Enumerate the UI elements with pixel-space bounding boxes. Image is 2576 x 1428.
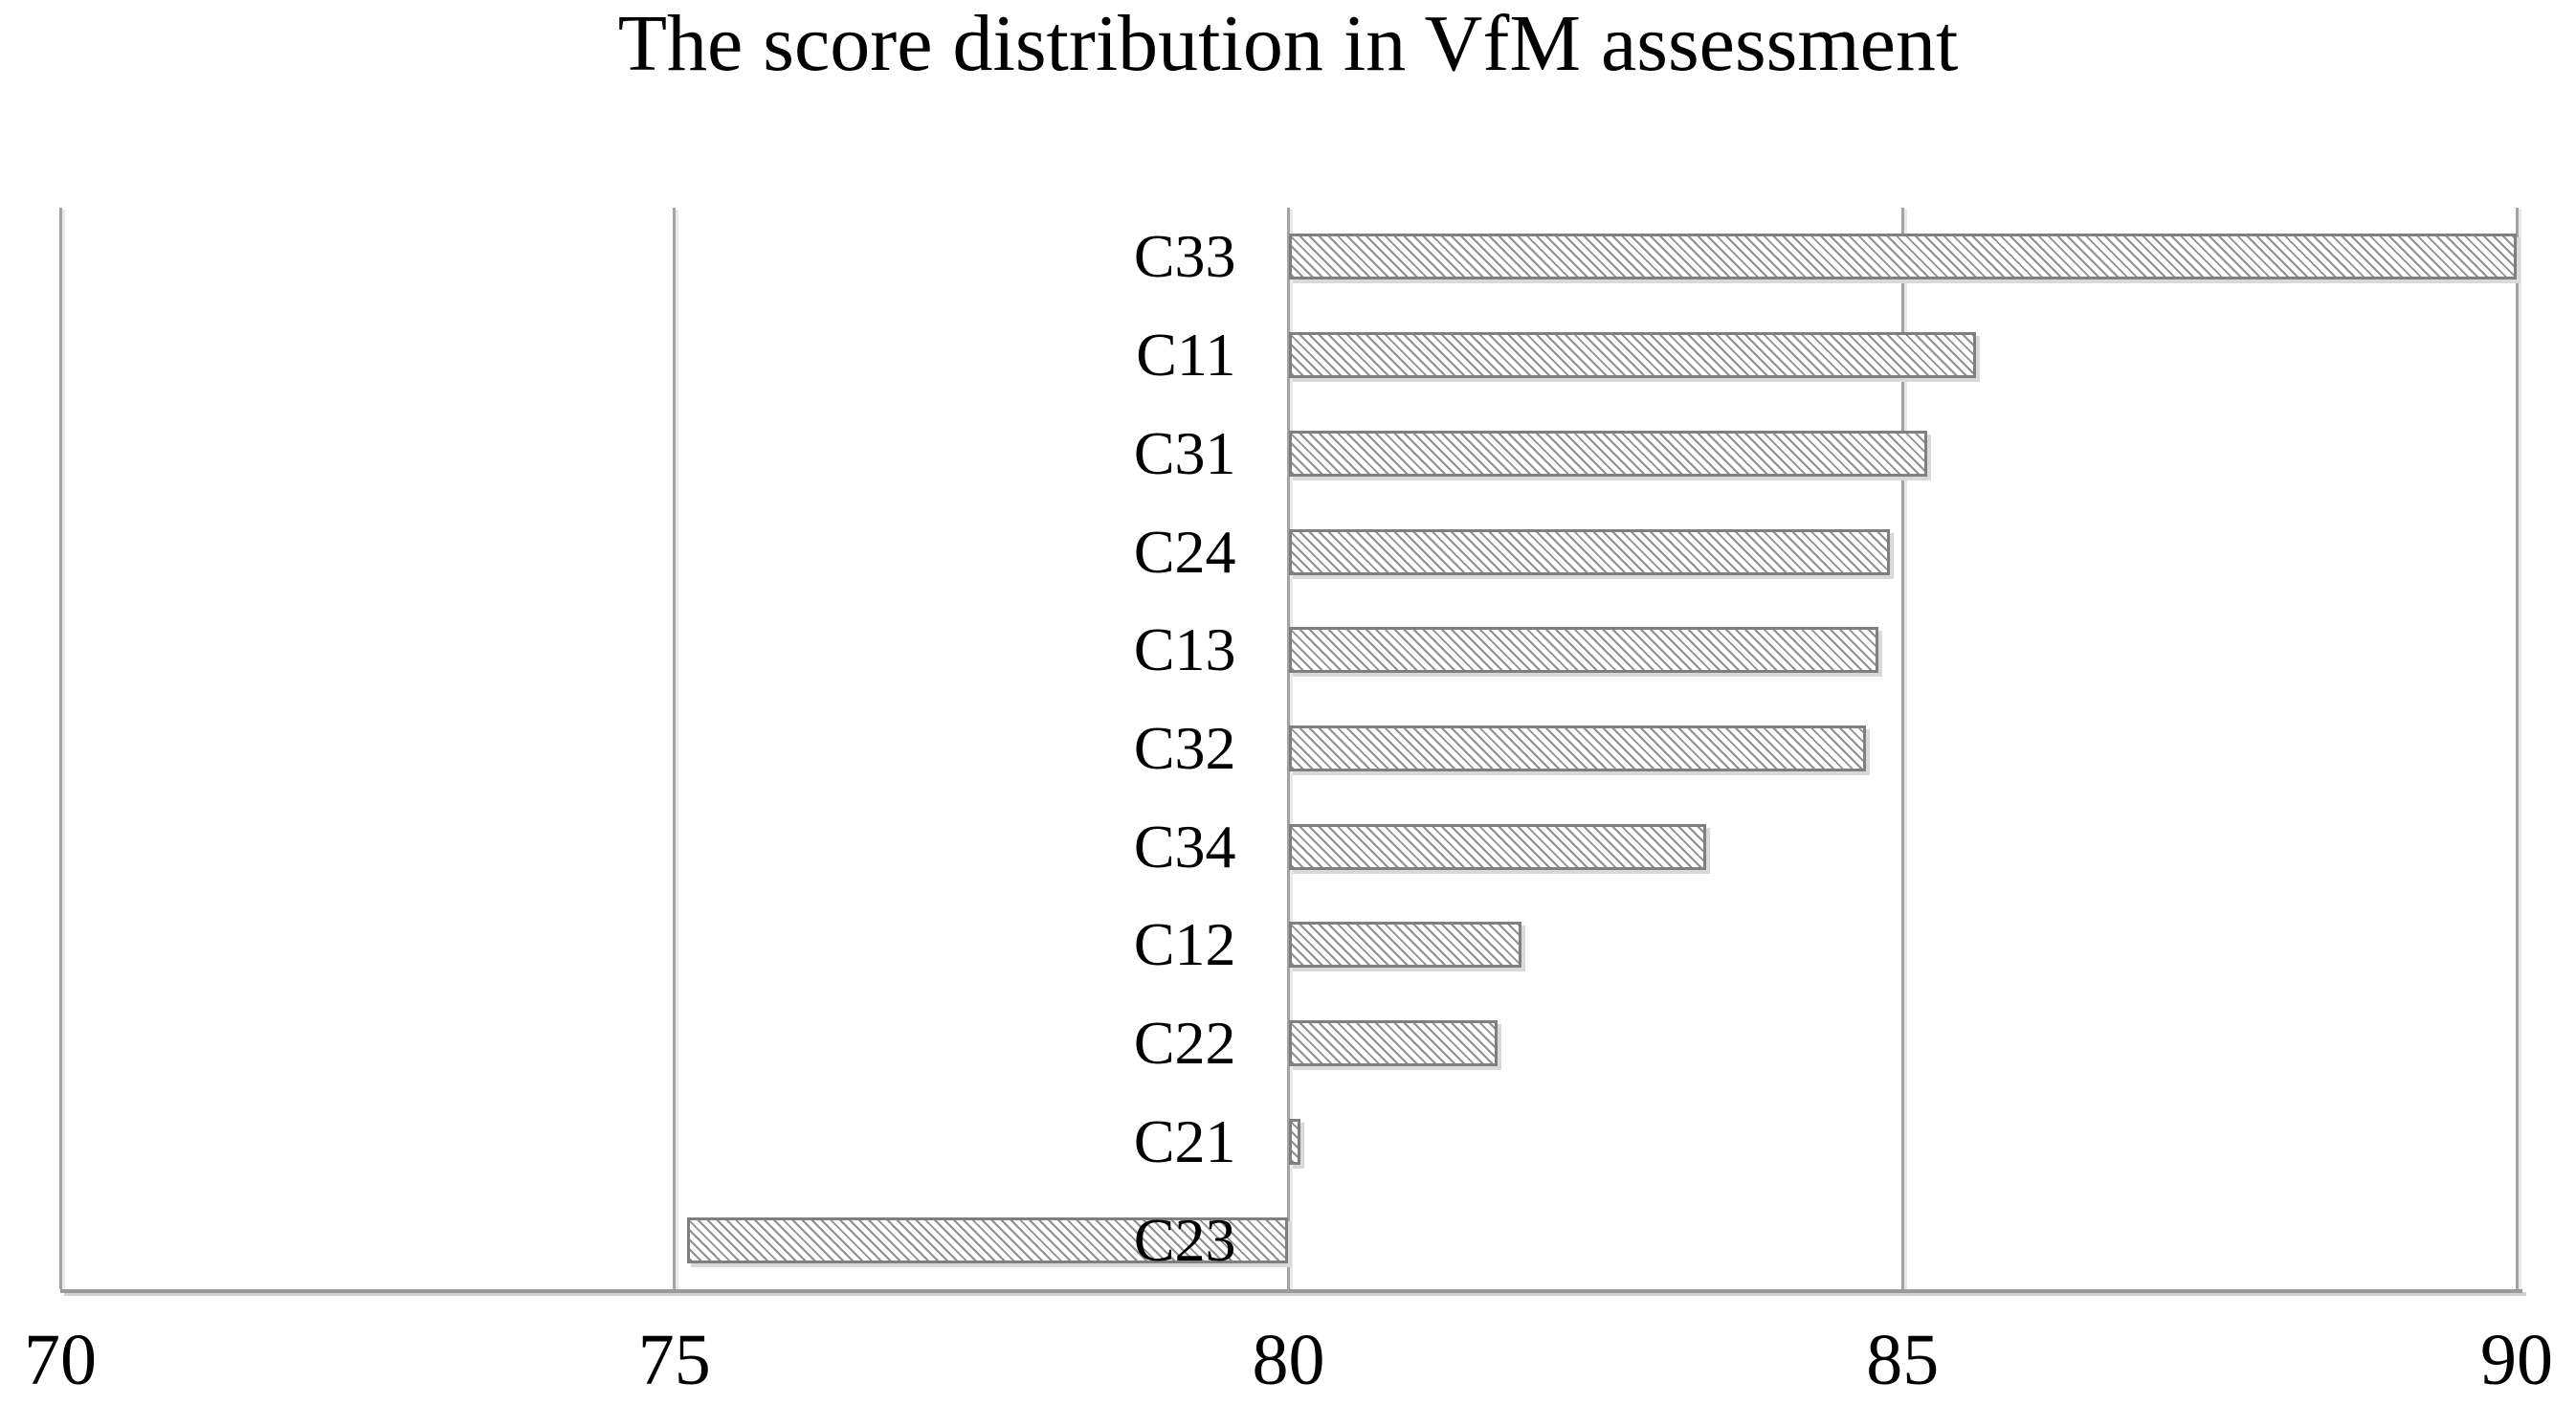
x-tick-label-75: 75 xyxy=(637,1320,711,1400)
gridline-75 xyxy=(673,208,677,1289)
x-tick-label-85: 85 xyxy=(1866,1320,1940,1400)
category-label-C13: C13 xyxy=(1133,615,1236,684)
category-label-C23: C23 xyxy=(1133,1205,1236,1274)
gridline-70 xyxy=(58,208,62,1289)
chart-title: The score distribution in VfM assessment xyxy=(617,0,1959,88)
bar-C33 xyxy=(1288,234,2517,280)
gridline-90 xyxy=(2515,208,2519,1289)
bar-C34 xyxy=(1288,823,1706,870)
bar-C31 xyxy=(1288,430,1927,477)
bar-C22 xyxy=(1288,1020,1498,1067)
gridline-85 xyxy=(1900,208,1904,1289)
bar-C23 xyxy=(686,1216,1289,1263)
bar-C12 xyxy=(1288,922,1522,969)
bar-C21 xyxy=(1288,1118,1301,1165)
category-label-C24: C24 xyxy=(1133,517,1236,586)
category-label-C32: C32 xyxy=(1133,714,1236,782)
plot-area: C33 C11 C31 C24 C13 C32 C34 C12 C22 C21 C23 xyxy=(58,208,2519,1289)
category-label-C31: C31 xyxy=(1133,418,1236,487)
bar-C13 xyxy=(1288,627,1878,674)
bar-C32 xyxy=(1288,725,1866,771)
x-axis-line xyxy=(60,1289,2522,1293)
x-tick-label-80: 80 xyxy=(1252,1320,1325,1400)
category-label-C34: C34 xyxy=(1133,812,1236,881)
category-label-C22: C22 xyxy=(1133,1009,1236,1078)
x-tick-label-70: 70 xyxy=(24,1320,97,1400)
bar-C24 xyxy=(1288,528,1891,575)
category-label-C21: C21 xyxy=(1133,1106,1236,1175)
x-axis-tick-labels: 70 75 80 85 90 xyxy=(24,1320,2553,1419)
category-label-C11: C11 xyxy=(1136,321,1236,390)
bar-C11 xyxy=(1288,332,1977,379)
x-tick-label-90: 90 xyxy=(2480,1320,2553,1400)
category-label-C12: C12 xyxy=(1133,910,1236,979)
category-label-C33: C33 xyxy=(1133,222,1236,291)
